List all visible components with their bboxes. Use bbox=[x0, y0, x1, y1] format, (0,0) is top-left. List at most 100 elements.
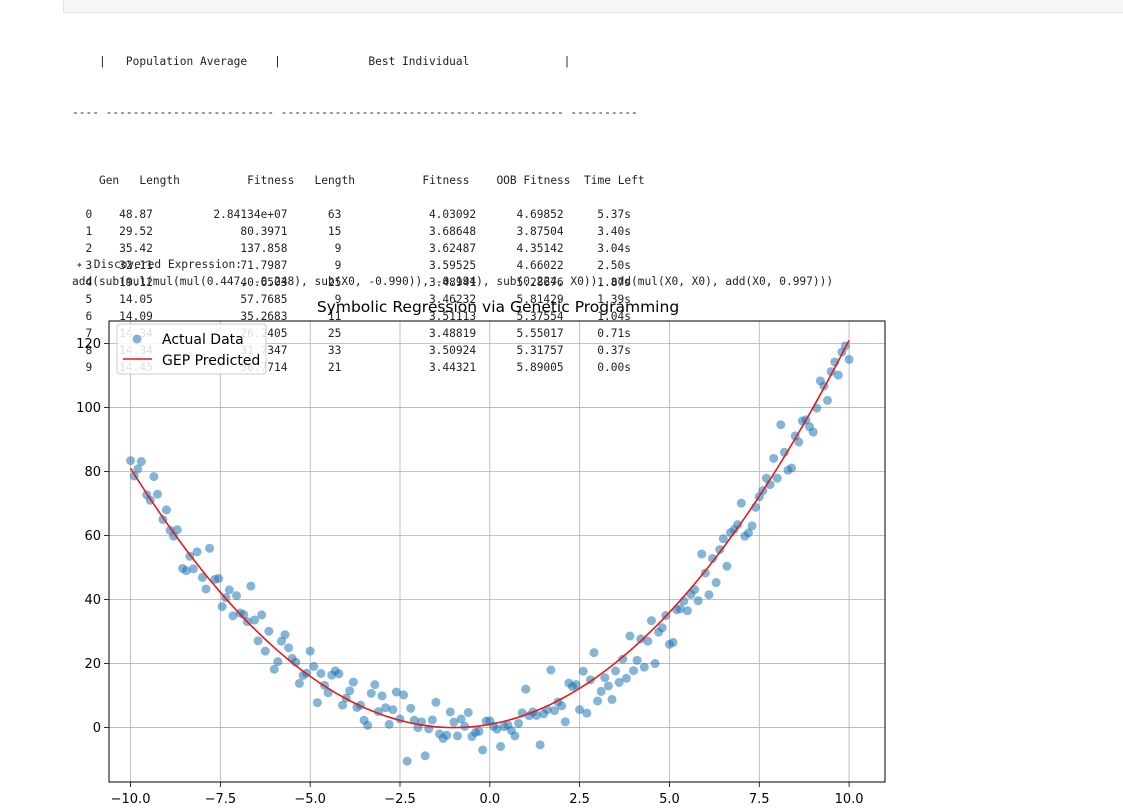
data-point bbox=[833, 370, 843, 380]
gep-predicted-line bbox=[129, 339, 850, 729]
table-cell: 3.50924 bbox=[428, 344, 477, 357]
table-row: 2 35.42 137.858 9 3.62487 4.35142 3.04s bbox=[72, 240, 645, 257]
data-point bbox=[197, 572, 207, 582]
data-point bbox=[844, 354, 854, 364]
table-cell: 1.39s bbox=[597, 293, 631, 306]
data-point bbox=[205, 543, 215, 553]
table-cell: 35.2683 bbox=[240, 310, 288, 323]
table-cell: 21 bbox=[327, 361, 342, 374]
data-point bbox=[456, 714, 466, 724]
data-point bbox=[463, 708, 473, 718]
x-tick-label: −5.0 bbox=[294, 792, 326, 807]
x-tick-label: −2.5 bbox=[384, 792, 416, 807]
data-point bbox=[578, 666, 588, 676]
x-tick-label: 5.0 bbox=[659, 792, 680, 807]
data-point bbox=[188, 564, 198, 574]
data-point bbox=[514, 718, 524, 728]
table-cell: 14.05 bbox=[119, 293, 153, 306]
table-cell: 35.42 bbox=[119, 242, 153, 255]
data-point bbox=[273, 657, 283, 667]
data-point bbox=[593, 696, 603, 706]
table-cell: 19.12 bbox=[119, 276, 153, 289]
data-point bbox=[636, 634, 646, 644]
data-point bbox=[492, 724, 502, 734]
table-cell: 0 bbox=[85, 208, 93, 221]
table-cell: 4 bbox=[85, 276, 93, 289]
x-tick-label: 7.5 bbox=[749, 792, 770, 807]
data-point bbox=[715, 545, 725, 555]
data-point bbox=[682, 606, 692, 616]
data-point bbox=[625, 631, 635, 641]
data-point bbox=[700, 568, 710, 578]
data-point bbox=[772, 473, 782, 483]
data-point bbox=[496, 741, 506, 751]
y-tick-label: 80 bbox=[84, 465, 101, 480]
data-point bbox=[596, 686, 606, 696]
data-point bbox=[575, 705, 585, 715]
discovered-expression-label: Discovered Expression: bbox=[93, 258, 242, 271]
table-cell: 3.44321 bbox=[428, 361, 477, 374]
data-point bbox=[646, 616, 656, 626]
data-point bbox=[264, 626, 274, 636]
data-point bbox=[532, 710, 542, 720]
data-point bbox=[381, 703, 391, 713]
table-cell: 5.31757 bbox=[516, 344, 564, 357]
table-cell: 1.87s bbox=[597, 276, 631, 289]
table-cell: 57.7685 bbox=[240, 293, 288, 306]
data-point bbox=[391, 687, 401, 697]
data-point bbox=[370, 680, 380, 690]
table-cell: 3.04s bbox=[597, 242, 631, 255]
table-cell: 3 bbox=[85, 259, 93, 272]
data-point bbox=[257, 610, 267, 620]
table-cell: 3.59525 bbox=[428, 259, 477, 272]
data-point bbox=[787, 463, 797, 473]
data-point bbox=[406, 703, 416, 713]
data-point bbox=[309, 661, 319, 671]
table-cell: 4.69852 bbox=[516, 208, 564, 221]
table-cell: 5.37s bbox=[597, 208, 631, 221]
plot-frame bbox=[108, 320, 886, 783]
data-point bbox=[668, 637, 678, 647]
data-point bbox=[607, 694, 617, 704]
data-point bbox=[427, 715, 437, 725]
data-point bbox=[334, 669, 344, 679]
table-row: 6 14.09 35.2683 11 3.51113 5.37554 1.04s bbox=[72, 308, 645, 325]
data-point bbox=[232, 591, 242, 601]
y-axis-ticks: 0 20 40 60 80 100 120 bbox=[76, 337, 109, 736]
x-tick-label: −7.5 bbox=[205, 792, 237, 807]
data-point bbox=[316, 668, 326, 678]
table-cell: 3.40s bbox=[597, 225, 631, 238]
table-cell: 5.28676 bbox=[516, 276, 564, 289]
table-row: 0 48.87 2.84134e+07 63 4.03092 4.69852 5.37s bbox=[72, 206, 645, 223]
data-point bbox=[253, 636, 263, 646]
data-point bbox=[549, 706, 559, 716]
table-cell: 8 bbox=[85, 344, 93, 357]
data-point bbox=[621, 673, 631, 683]
regression-chart: Symbolic Regression via Genetic Programm… bbox=[76, 298, 886, 807]
data-point bbox=[269, 664, 279, 674]
data-point bbox=[363, 720, 373, 730]
table-divider-row: ---- ------------------------- ---------… bbox=[72, 106, 638, 119]
data-point bbox=[571, 680, 581, 690]
data-point bbox=[823, 395, 833, 405]
data-point bbox=[708, 554, 718, 564]
table-cell: 7 bbox=[85, 327, 93, 340]
y-tick-label: 120 bbox=[76, 337, 101, 352]
y-tick-label: 100 bbox=[76, 401, 101, 416]
data-point bbox=[589, 648, 599, 658]
column-best-length: Length bbox=[314, 174, 355, 187]
data-point bbox=[794, 437, 804, 447]
data-point bbox=[657, 623, 667, 633]
data-point bbox=[460, 721, 470, 731]
data-point bbox=[133, 464, 143, 474]
column-gen: Gen bbox=[98, 174, 120, 187]
data-point bbox=[510, 731, 520, 741]
table-cell: 33 bbox=[327, 344, 342, 357]
data-point bbox=[348, 677, 358, 687]
table-cell: 2.50s bbox=[597, 259, 631, 272]
data-point bbox=[280, 630, 290, 640]
column-oob-fitness: OOB Fitness bbox=[496, 174, 571, 187]
data-point bbox=[126, 456, 136, 466]
table-row: 1 29.52 80.3971 15 3.68648 3.87504 3.40s bbox=[72, 223, 645, 240]
data-point bbox=[643, 636, 653, 646]
